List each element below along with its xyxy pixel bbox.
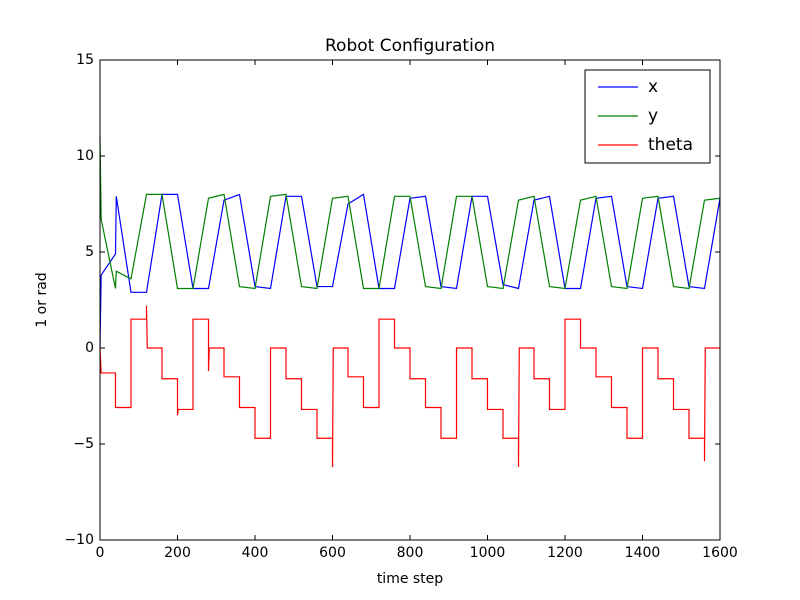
x-axis-label: time step [377,571,443,587]
x-tick-label: 400 [242,545,269,561]
y-tick-label: 0 [85,340,94,356]
x-tick-label: 1600 [702,545,738,561]
y-tick-label: 15 [76,52,94,68]
y-tick-label: −10 [64,532,94,548]
series-line [99,136,721,290]
legend-label: y [648,106,658,126]
x-tick-label: 1200 [547,545,583,561]
legend-label: theta [648,135,693,155]
legend-label: x [648,77,658,97]
x-tick-label: 800 [397,545,424,561]
x-tick-label: 600 [319,545,346,561]
y-tick-label: −5 [73,436,94,452]
y-axis-label: 1 or rad [34,272,50,327]
x-tick-label: 200 [164,545,191,561]
x-tick-label: 1000 [470,545,506,561]
y-tick-label: 10 [76,148,94,164]
x-tick-label: 1400 [625,545,661,561]
plot-frame [99,59,721,541]
x-tick-label: 0 [96,545,105,561]
series-line [99,305,720,468]
y-tick-label: 5 [85,244,94,260]
series-line [99,193,721,349]
chart-title: Robot Configuration [325,36,495,56]
